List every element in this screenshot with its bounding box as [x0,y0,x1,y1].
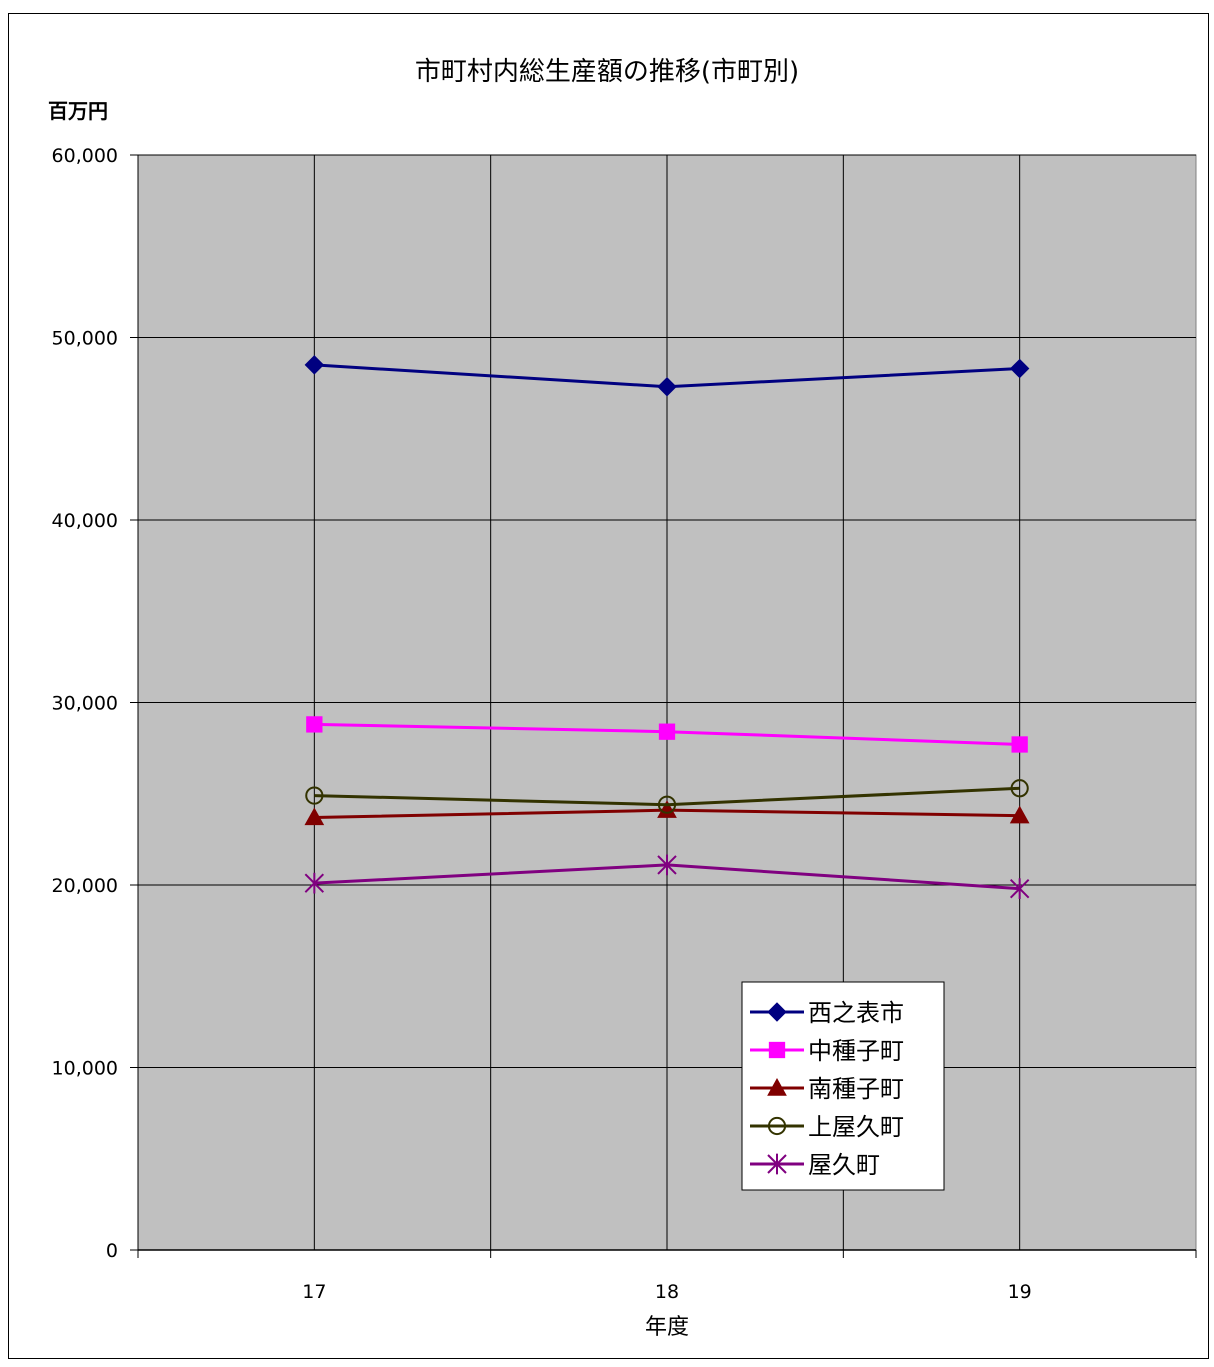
square-marker [658,723,676,740]
y-tick-label: 50,000 [52,328,118,350]
legend-item: 西之表市 [750,999,904,1027]
series-1 [304,355,1030,397]
star-marker [767,1153,787,1175]
y-tick-label: 10,000 [52,1058,118,1080]
triangle-marker [304,807,325,826]
diamond-marker [304,355,325,375]
legend-label: 上屋久町 [808,1113,904,1141]
legend-label: 南種子町 [808,1075,904,1103]
circle-marker [305,786,324,805]
diamond-marker [657,377,677,397]
legend-item: 上屋久町 [750,1113,904,1141]
legend-label: 中種子町 [808,1037,904,1065]
square-marker [1011,736,1028,753]
y-axis-label: 百万円 [48,99,108,123]
chart-title: 市町村内総生産額の推移(市町別) [415,57,799,87]
series-2 [306,716,1028,753]
data-point [1010,779,1029,798]
axes: 0 10,000 20,000 30,000 40,000 50,000 60,000 17 1… [52,145,1197,1303]
legend-item: 中種子町 [750,1037,904,1065]
data-point [305,786,324,805]
star-marker [1009,878,1030,899]
square-marker [306,716,323,733]
diamond-marker [767,1002,787,1022]
legend-item: 南種子町 [750,1075,904,1103]
legend-label: 西之表市 [808,999,904,1027]
y-tick-label: 60,000 [52,145,118,167]
y-tick-label: 20,000 [52,875,118,897]
data-point [657,800,677,818]
x-axis-label: 年度 [645,1315,689,1340]
series-line [314,786,1020,807]
data-point [1009,358,1030,379]
x-tick-label: 17 [302,1281,326,1303]
circle-marker [657,795,677,814]
data-point [657,854,677,876]
circle-marker [767,1116,787,1136]
data-point [1009,805,1030,824]
star-marker [657,854,677,876]
data-point [658,723,676,740]
legend-label: 屋久町 [808,1151,880,1179]
data-point [304,807,325,826]
data-point [657,795,677,814]
series-3 [304,800,1030,826]
series-4 [305,779,1029,814]
triangle-marker [657,800,677,818]
x-tick-label: 18 [655,1281,679,1303]
data-point [306,716,323,733]
series-5 [304,854,1030,899]
series-layer [304,355,1030,899]
triangle-marker [767,1077,787,1096]
circle-marker [1010,779,1029,798]
data-point [657,377,677,397]
star-marker [304,872,325,894]
y-tick-label: 0 [106,1240,118,1262]
y-tick-label: 30,000 [52,693,118,715]
triangle-marker [1009,805,1030,824]
y-tick-label: 40,000 [52,510,118,532]
square-marker [768,1041,786,1059]
data-point [1011,736,1028,753]
data-point [304,872,325,894]
gridlines [138,154,1196,1250]
legend-item: 屋久町 [750,1151,880,1179]
x-tick-label: 19 [1008,1281,1032,1303]
data-point [304,355,325,375]
diamond-marker [1009,358,1030,379]
data-point [1009,878,1030,899]
